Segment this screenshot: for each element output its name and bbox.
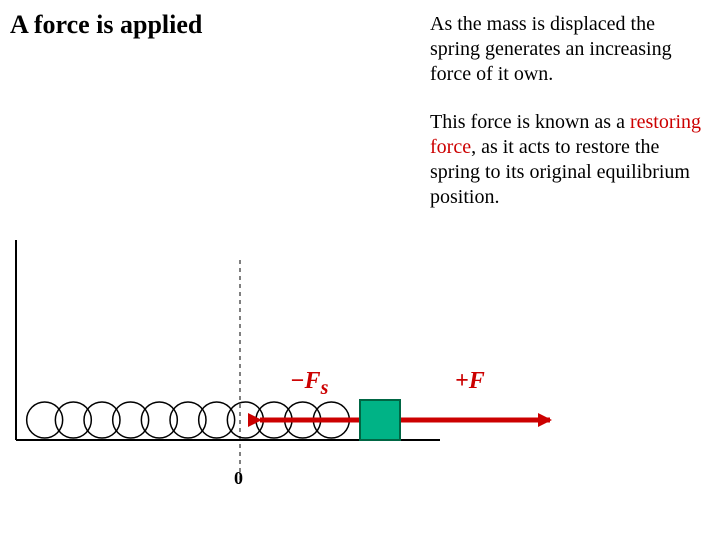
page-title: A force is applied	[10, 10, 202, 40]
paragraph-2: This force is known as a restoring force…	[430, 110, 705, 210]
spring-mass-diagram	[10, 240, 610, 500]
paragraph-1: As the mass is displaced the spring gene…	[430, 12, 700, 87]
diagram-svg	[10, 240, 610, 500]
mass-block	[360, 400, 400, 440]
para2-before: This force is known as a	[430, 111, 630, 133]
